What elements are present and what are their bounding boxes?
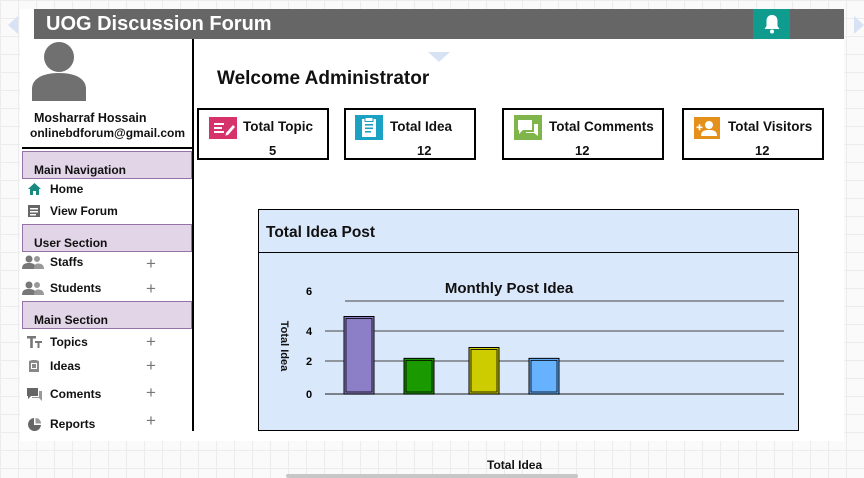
stat-label: Total Idea [390, 119, 453, 134]
sidebar-item-topics[interactable]: Topics [26, 335, 88, 349]
chart-y-tick-label: 0 [306, 389, 312, 401]
user-email: onlinebdforum@gmail.com [30, 126, 186, 140]
chart-bar-1 [343, 316, 375, 395]
welcome-heading: Welcome Administrator [217, 68, 430, 89]
section-main-navigation: Main Navigation [22, 151, 192, 179]
stat-card-total-visitors[interactable]: Total Visitors 12 [682, 108, 824, 160]
horizontal-scrollbar[interactable] [286, 474, 578, 478]
stat-value: 12 [417, 143, 432, 158]
profile-divider [22, 147, 192, 149]
chart-bars [343, 316, 560, 395]
sidebar-item-reports[interactable]: Reports [26, 417, 95, 431]
sidebar-item-coments[interactable]: Coments [26, 387, 101, 401]
stat-label: Total Comments [549, 119, 654, 134]
section-user: User Section [22, 224, 192, 252]
notification-button[interactable] [753, 9, 790, 39]
stat-value: 5 [269, 143, 277, 158]
bell-icon [764, 15, 779, 34]
expand-topics-icon[interactable]: + [146, 332, 156, 351]
total-idea-panel: Total Idea Post Monthly Post Idea Total … [258, 209, 799, 431]
chart-y-axis-label: Total Idea [278, 321, 290, 372]
stat-label: Total Visitors [728, 119, 813, 134]
expand-coments-icon[interactable]: + [146, 383, 156, 402]
chart-bar-4 [528, 357, 560, 395]
users-icon [22, 281, 44, 295]
stat-card-total-comments[interactable]: Total Comments 12 [502, 108, 664, 160]
text-icon [26, 335, 42, 349]
sidebar-item-label: Ideas [50, 359, 81, 373]
chart-bar-inner-border [530, 359, 558, 393]
canvas-down-arrow [428, 52, 450, 62]
sidebar-item-label: Students [50, 281, 102, 295]
avatar [32, 42, 86, 101]
chart-bar-2 [403, 357, 435, 395]
chart-title: Monthly Post Idea [445, 280, 574, 297]
panel-title: Total Idea Post [259, 210, 798, 253]
sidebar-item-label: Reports [50, 417, 96, 431]
chart-bar-3 [468, 347, 500, 395]
app-frame: UOG Discussion Forum Mosharraf Hossain o… [20, 9, 844, 441]
stat-value: 12 [575, 143, 590, 158]
user-name: Mosharraf Hossain [34, 111, 147, 125]
stat-value: 12 [755, 143, 770, 158]
chart-y-tick-label: 4 [306, 326, 313, 338]
chart-bar-inner-border [345, 318, 373, 393]
forum-list-icon [26, 204, 42, 218]
expand-reports-icon[interactable]: + [146, 411, 156, 430]
stat-label: Total Topic [243, 119, 313, 134]
users-icon [22, 255, 44, 269]
expand-students-icon[interactable]: + [146, 279, 156, 298]
chart-bar-inner-border [470, 349, 498, 393]
sidebar-item-label: Home [50, 182, 84, 196]
sidebar-item-students[interactable]: Students [22, 281, 101, 295]
monthly-post-chart: Monthly Post Idea Total Idea 6 4 2 0 [278, 280, 784, 401]
sidebar-item-label: View Forum [50, 204, 118, 218]
report-icon [26, 417, 42, 431]
chart-bar-inner-border [405, 359, 433, 393]
home-icon [26, 182, 42, 196]
idea-icon [26, 359, 42, 373]
sidebar-item-staffs[interactable]: Staffs [22, 255, 83, 269]
sidebar-item-label: Staffs [50, 255, 84, 269]
canvas-right-arrow [854, 16, 864, 34]
sidebar-item-view-forum[interactable]: View Forum [26, 204, 118, 218]
comment-icon [26, 387, 42, 401]
section-main: Main Section [22, 301, 192, 329]
sidebar-item-label: Coments [50, 387, 102, 401]
expand-ideas-icon[interactable]: + [146, 356, 156, 375]
chart-y-ticks: 6 4 2 0 [306, 286, 313, 401]
sidebar: Mosharraf Hossain onlinebdforum@gmail.co… [20, 39, 194, 431]
sidebar-item-home[interactable]: Home [26, 182, 83, 196]
app-header: UOG Discussion Forum [34, 9, 844, 39]
chart-x-axis-caption: Total Idea [487, 458, 543, 472]
chart-y-tick-label: 6 [306, 286, 312, 298]
expand-staffs-icon[interactable]: + [146, 254, 156, 273]
stat-card-total-topic[interactable]: Total Topic 5 [197, 108, 329, 160]
visitor-icon [693, 115, 721, 140]
sidebar-item-ideas[interactable]: Ideas [26, 359, 81, 373]
stat-card-total-idea[interactable]: Total Idea 12 [344, 108, 476, 160]
sidebar-item-label: Topics [50, 335, 88, 349]
comments-icon [514, 115, 542, 140]
idea-clipboard-icon [355, 115, 383, 140]
topic-icon [209, 115, 237, 140]
canvas-left-arrow [8, 16, 18, 34]
app-title: UOG Discussion Forum [46, 13, 272, 35]
chart-y-tick-label: 2 [306, 356, 312, 368]
